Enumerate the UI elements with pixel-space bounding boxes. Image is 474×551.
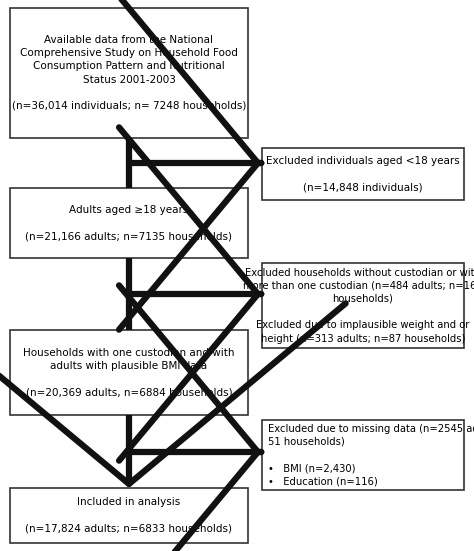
Bar [262, 148, 464, 200]
Text: Excluded households without custodian or with
more than one custodian (n=484 adu: Excluded households without custodian or… [243, 267, 474, 343]
Bar [262, 420, 464, 490]
Bar [10, 188, 248, 258]
Text: Available data from the National
Comprehensive Study on Household Food
Consumpti: Available data from the National Compreh… [12, 35, 246, 111]
Text: Excluded individuals aged <18 years

(n=14,848 individuals): Excluded individuals aged <18 years (n=1… [266, 156, 460, 192]
Text: Included in analysis

(n=17,824 adults; n=6833 households): Included in analysis (n=17,824 adults; n… [26, 498, 233, 534]
Text: Excluded due to missing data (n=2545 adults;
51 households)

•   BMI (n=2,430)
•: Excluded due to missing data (n=2545 adu… [268, 424, 474, 487]
Bar [262, 263, 464, 348]
Bar [10, 488, 248, 543]
Text: Adults aged ≥18 years

(n=21,166 adults; n=7135 households): Adults aged ≥18 years (n=21,166 adults; … [26, 205, 233, 241]
Text: Households with one custodian and with
adults with plausible BMI data

(n=20,369: Households with one custodian and with a… [23, 348, 235, 397]
Bar [10, 8, 248, 138]
Bar [10, 330, 248, 415]
